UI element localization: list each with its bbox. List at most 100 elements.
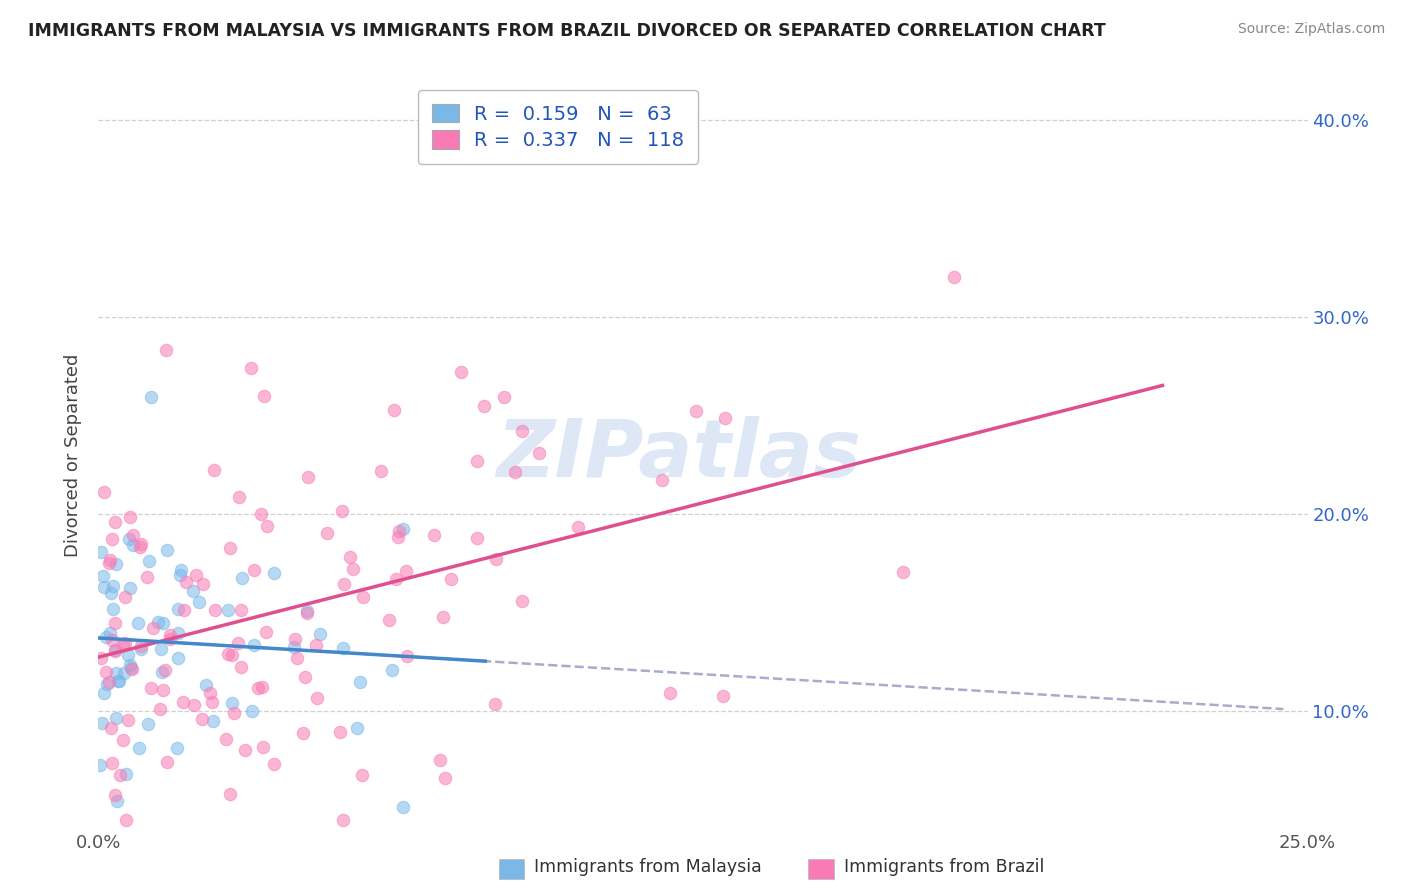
Point [217,603,239,617]
Point [190,712,212,726]
Point [263,566,285,580]
Point [567,519,589,533]
Point [100,721,122,735]
Point [253,389,276,403]
Point [527,445,550,459]
Point [128,540,150,554]
Point [103,579,125,593]
Point [943,270,966,285]
Point [465,454,488,468]
Point [218,787,240,801]
Point [333,577,356,591]
Point [218,541,240,556]
Point [176,575,198,590]
Point [396,649,419,664]
Point [202,714,225,728]
Point [90,650,112,665]
Point [224,706,246,720]
Point [169,568,191,582]
Point [103,601,125,615]
Point [350,768,373,782]
Point [107,673,129,688]
Point [172,695,194,709]
Point [159,628,181,642]
Point [101,533,124,547]
Point [93,580,115,594]
Point [97,674,120,689]
Point [183,698,205,712]
Legend: R =  0.159   N =  63, R =  0.337   N =  118: R = 0.159 N = 63, R = 0.337 N = 118 [418,90,697,164]
Point [167,625,190,640]
Point [352,590,374,604]
Point [104,788,127,802]
Point [117,714,139,728]
Point [315,526,337,541]
Point [114,590,136,604]
Point [494,390,516,404]
Point [100,633,122,648]
Text: Immigrants from Brazil: Immigrants from Brazil [844,858,1045,876]
Point [120,510,142,524]
Point [101,756,124,770]
Point [173,603,195,617]
Point [221,696,243,710]
Point [139,681,162,696]
Point [382,402,405,417]
Point [142,621,165,635]
Point [339,549,361,564]
Point [135,570,157,584]
Point [201,695,224,709]
Point [229,603,252,617]
Point [166,740,188,755]
Point [651,473,673,487]
Point [152,682,174,697]
Point [114,666,136,681]
Point [215,731,238,746]
Point [114,636,136,650]
Point [309,627,332,641]
Point [433,771,456,785]
Point [231,571,253,585]
Point [387,530,409,544]
Point [249,507,271,521]
Text: IMMIGRANTS FROM MALAYSIA VS IMMIGRANTS FROM BRAZIL DIVORCED OR SEPARATED CORRELA: IMMIGRANTS FROM MALAYSIA VS IMMIGRANTS F… [28,22,1107,40]
Point [129,537,152,551]
Point [108,674,131,689]
Text: Immigrants from Malaysia: Immigrants from Malaysia [534,858,762,876]
Point [226,636,249,650]
Point [181,583,204,598]
Point [136,716,159,731]
Point [252,739,274,754]
Point [170,563,193,577]
Point [423,528,446,542]
Point [104,557,127,571]
Point [503,466,526,480]
Point [432,610,454,624]
Point [714,410,737,425]
Point [150,642,173,657]
Point [107,794,129,808]
Point [96,677,118,691]
Point [104,615,127,630]
Point [294,670,316,684]
Point [297,470,319,484]
Point [346,721,368,735]
Point [217,647,239,661]
Point [263,757,285,772]
Point [149,702,172,716]
Point [305,690,328,705]
Point [659,686,682,700]
Point [256,519,278,533]
Point [394,564,416,578]
Point [246,681,269,695]
Point [129,642,152,657]
Point [104,644,127,658]
Point [104,643,127,657]
Point [233,743,256,757]
Y-axis label: Divorced or Separated: Divorced or Separated [65,353,83,557]
Point [111,733,134,747]
Point [465,531,488,545]
Point [891,565,914,579]
Point [240,704,263,718]
Point [291,726,314,740]
